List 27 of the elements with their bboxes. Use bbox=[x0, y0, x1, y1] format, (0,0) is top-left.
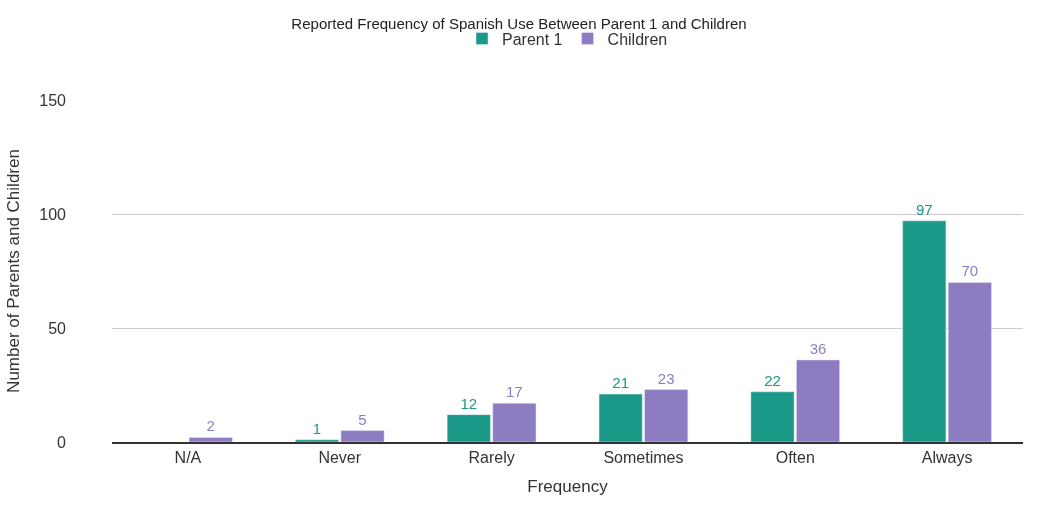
x-tick-label: N/A bbox=[174, 448, 202, 466]
x-axis-title: Frequency bbox=[527, 476, 609, 496]
x-tick-label: Rarely bbox=[468, 448, 515, 466]
legend-label: Parent 1 bbox=[502, 30, 563, 48]
y-tick-label: 150 bbox=[39, 91, 67, 109]
bar bbox=[188, 437, 233, 442]
data-label: 22 bbox=[764, 371, 781, 389]
y-axis-title: Number of Parents and Children bbox=[3, 149, 23, 393]
x-tick-label: Always bbox=[921, 448, 973, 466]
data-label: 17 bbox=[506, 383, 523, 401]
data-label: 97 bbox=[915, 200, 933, 218]
y-tick-label: 100 bbox=[39, 205, 67, 223]
x-tick-label: Never bbox=[318, 448, 362, 466]
x-tick-label: Often bbox=[775, 448, 815, 466]
data-label: 70 bbox=[961, 262, 979, 280]
chart-title: Reported Frequency of Spanish Use Between Parent 1 and Children bbox=[291, 14, 747, 32]
y-tick-label: 0 bbox=[57, 433, 67, 451]
data-label: 36 bbox=[809, 339, 827, 357]
data-label: 23 bbox=[657, 369, 675, 387]
data-label: 5 bbox=[358, 410, 367, 428]
y-tick-label: 50 bbox=[48, 319, 67, 337]
data-label: 1 bbox=[312, 419, 322, 437]
data-label: 2 bbox=[206, 417, 215, 435]
data-label: 21 bbox=[612, 374, 629, 392]
x-tick-label: Sometimes bbox=[603, 448, 684, 466]
data-label: 12 bbox=[460, 394, 478, 412]
legend-label: Children bbox=[607, 30, 668, 48]
